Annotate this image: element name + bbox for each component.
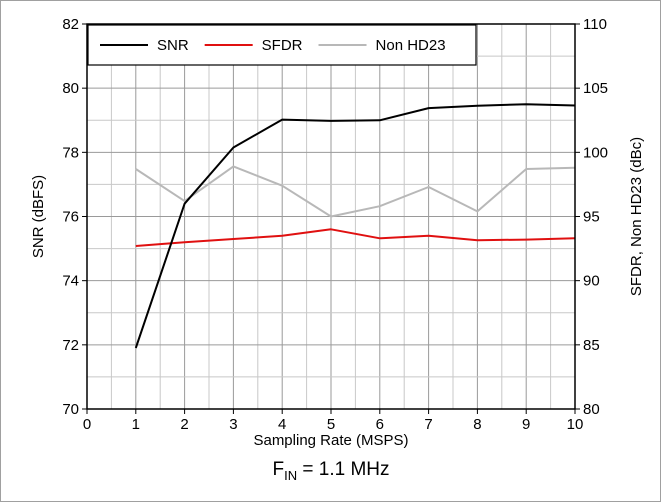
y-right-tick-label: 110 bbox=[583, 16, 607, 33]
legend-label-non-hd23: Non HD23 bbox=[376, 37, 446, 54]
x-axis-label: Sampling Rate (MSPS) bbox=[253, 432, 408, 449]
x-tick-label: 8 bbox=[473, 416, 481, 433]
legend: SNR SFDR Non HD23 bbox=[87, 24, 477, 66]
x-tick-label: 5 bbox=[327, 416, 335, 433]
y-right-tick-label: 80 bbox=[583, 401, 600, 418]
y-left-tick-label: 72 bbox=[62, 337, 79, 354]
x-tick-label: 7 bbox=[424, 416, 432, 433]
x-tick-label: 4 bbox=[278, 416, 286, 433]
y-axis-right-label: SFDR, Non HD23 (dBc) bbox=[628, 137, 645, 296]
y-right-tick-label: 90 bbox=[583, 273, 600, 290]
x-tick-label: 3 bbox=[229, 416, 237, 433]
series-line-non-hd23 bbox=[135, 165, 576, 218]
y-right-tick-label: 100 bbox=[583, 144, 608, 161]
y-left-tick-label: 80 bbox=[62, 80, 79, 97]
fin-annotation: FIN = 1.1 MHz bbox=[272, 459, 389, 483]
fin-prefix: F bbox=[272, 459, 284, 480]
legend-label-snr: SNR bbox=[157, 37, 189, 54]
y-left-tick-label: 78 bbox=[62, 144, 79, 161]
series-line-snr bbox=[134, 103, 576, 349]
x-tick-label: 2 bbox=[180, 416, 188, 433]
ticks: 0 1 2 3 4 5 6 7 8 9 107072747678808280859095100105… bbox=[62, 16, 608, 433]
legend-label-sfdr: SFDR bbox=[262, 37, 303, 54]
y-left-tick-label: 70 bbox=[62, 401, 79, 418]
fin-suffix: = 1.1 MHz bbox=[297, 459, 389, 480]
y-right-tick-label: 95 bbox=[583, 209, 600, 226]
series-layer bbox=[134, 103, 576, 349]
y-right-tick-label: 85 bbox=[583, 337, 600, 354]
y-left-tick-label: 82 bbox=[62, 16, 79, 33]
x-tick-label: 10 bbox=[567, 416, 584, 433]
legend-box bbox=[87, 24, 477, 66]
fin-subscript: IN bbox=[284, 468, 297, 483]
y-right-tick-label: 105 bbox=[583, 80, 608, 97]
series-line-sfdr bbox=[135, 228, 576, 247]
x-tick-label: 6 bbox=[376, 416, 384, 433]
y-left-tick-label: 74 bbox=[62, 273, 79, 290]
x-tick-label: 1 bbox=[132, 416, 140, 433]
y-left-tick-label: 76 bbox=[62, 209, 79, 226]
x-tick-label: 9 bbox=[522, 416, 530, 433]
y-axis-left-label: SNR (dBFS) bbox=[30, 175, 47, 258]
x-tick-label: 0 bbox=[83, 416, 91, 433]
